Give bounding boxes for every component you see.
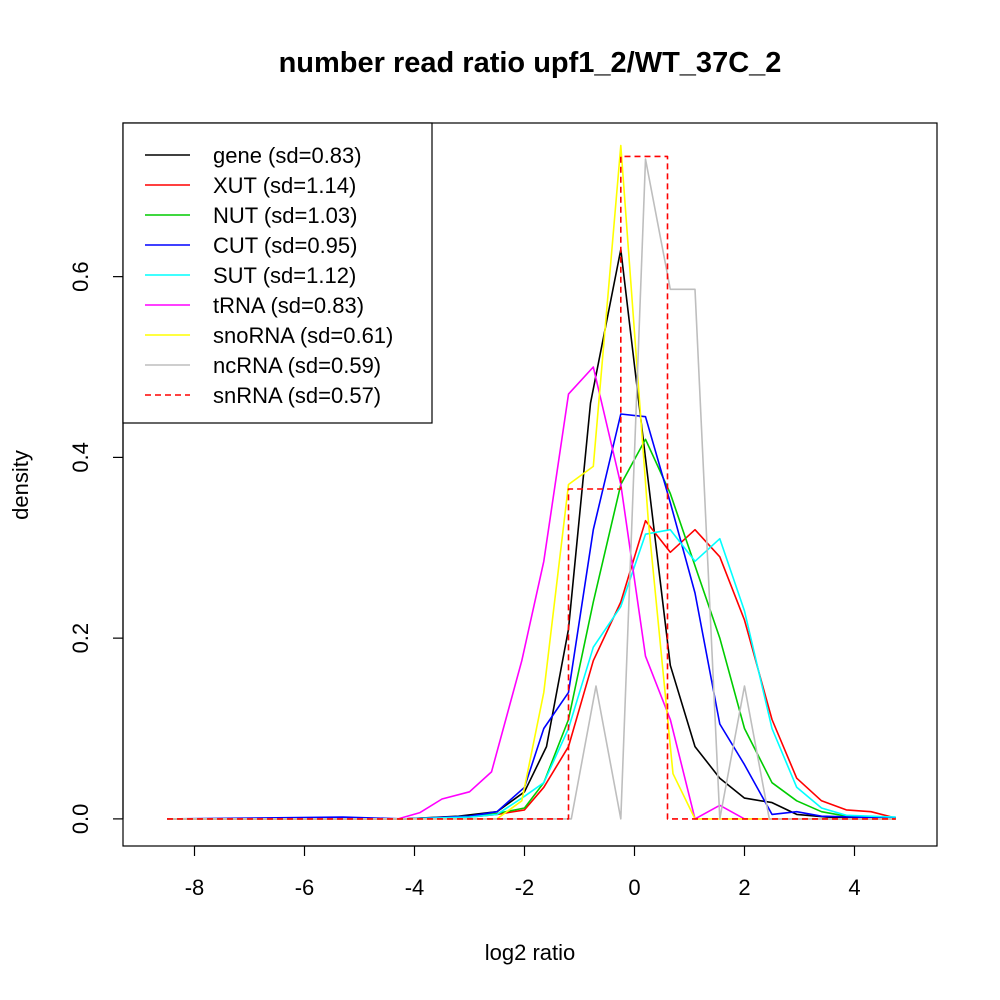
series-line-NUT: [167, 438, 896, 820]
series-line-snoRNA: [167, 144, 896, 820]
legend-label-gene: gene (sd=0.83): [213, 143, 362, 168]
series-line-SUT: [167, 528, 896, 820]
legend-label-NUT: NUT (sd=1.03): [213, 203, 357, 228]
x-tick-label: -2: [515, 875, 535, 900]
x-tick-label: -4: [405, 875, 425, 900]
y-tick-label: 0.2: [68, 623, 93, 654]
legend-label-ncRNA: ncRNA (sd=0.59): [213, 353, 381, 378]
y-tick-label: 0.0: [68, 804, 93, 835]
legend-label-SUT: SUT (sd=1.12): [213, 263, 356, 288]
legend-label-tRNA: tRNA (sd=0.83): [213, 293, 364, 318]
legend-label-snRNA: snRNA (sd=0.57): [213, 383, 381, 408]
series-layer: [166, 144, 896, 820]
series-line-ncRNA: [167, 158, 896, 820]
series-line-CUT: [166, 413, 896, 820]
y-axis: 0.0 0.2 0.4 0.6: [68, 261, 124, 835]
legend-label-snoRNA: snoRNA (sd=0.61): [213, 323, 393, 348]
x-tick-label: 4: [848, 875, 860, 900]
y-axis-label: density: [8, 450, 33, 520]
chart-title: number read ratio upf1_2/WT_37C_2: [279, 47, 782, 79]
x-tick-label: 0: [628, 875, 640, 900]
x-tick-label: -8: [185, 875, 205, 900]
legend: gene (sd=0.83) XUT (sd=1.14) NUT (sd=1.03)…: [122, 122, 433, 424]
series-line-snRNA: [167, 155, 896, 820]
legend-label-XUT: XUT (sd=1.14): [213, 173, 356, 198]
x-tick-label: 2: [738, 875, 750, 900]
x-axis-label: log2 ratio: [485, 940, 576, 965]
series-line-XUT: [167, 519, 896, 820]
series-line-tRNA: [167, 366, 896, 820]
y-tick-label: 0.6: [68, 261, 93, 292]
x-axis: -8 -6 -4 -2 0 2 4: [185, 845, 861, 900]
y-tick-label: 0.4: [68, 442, 93, 473]
x-tick-label: -6: [295, 875, 315, 900]
legend-label-CUT: CUT (sd=0.95): [213, 233, 357, 258]
legend-box: [122, 122, 433, 424]
